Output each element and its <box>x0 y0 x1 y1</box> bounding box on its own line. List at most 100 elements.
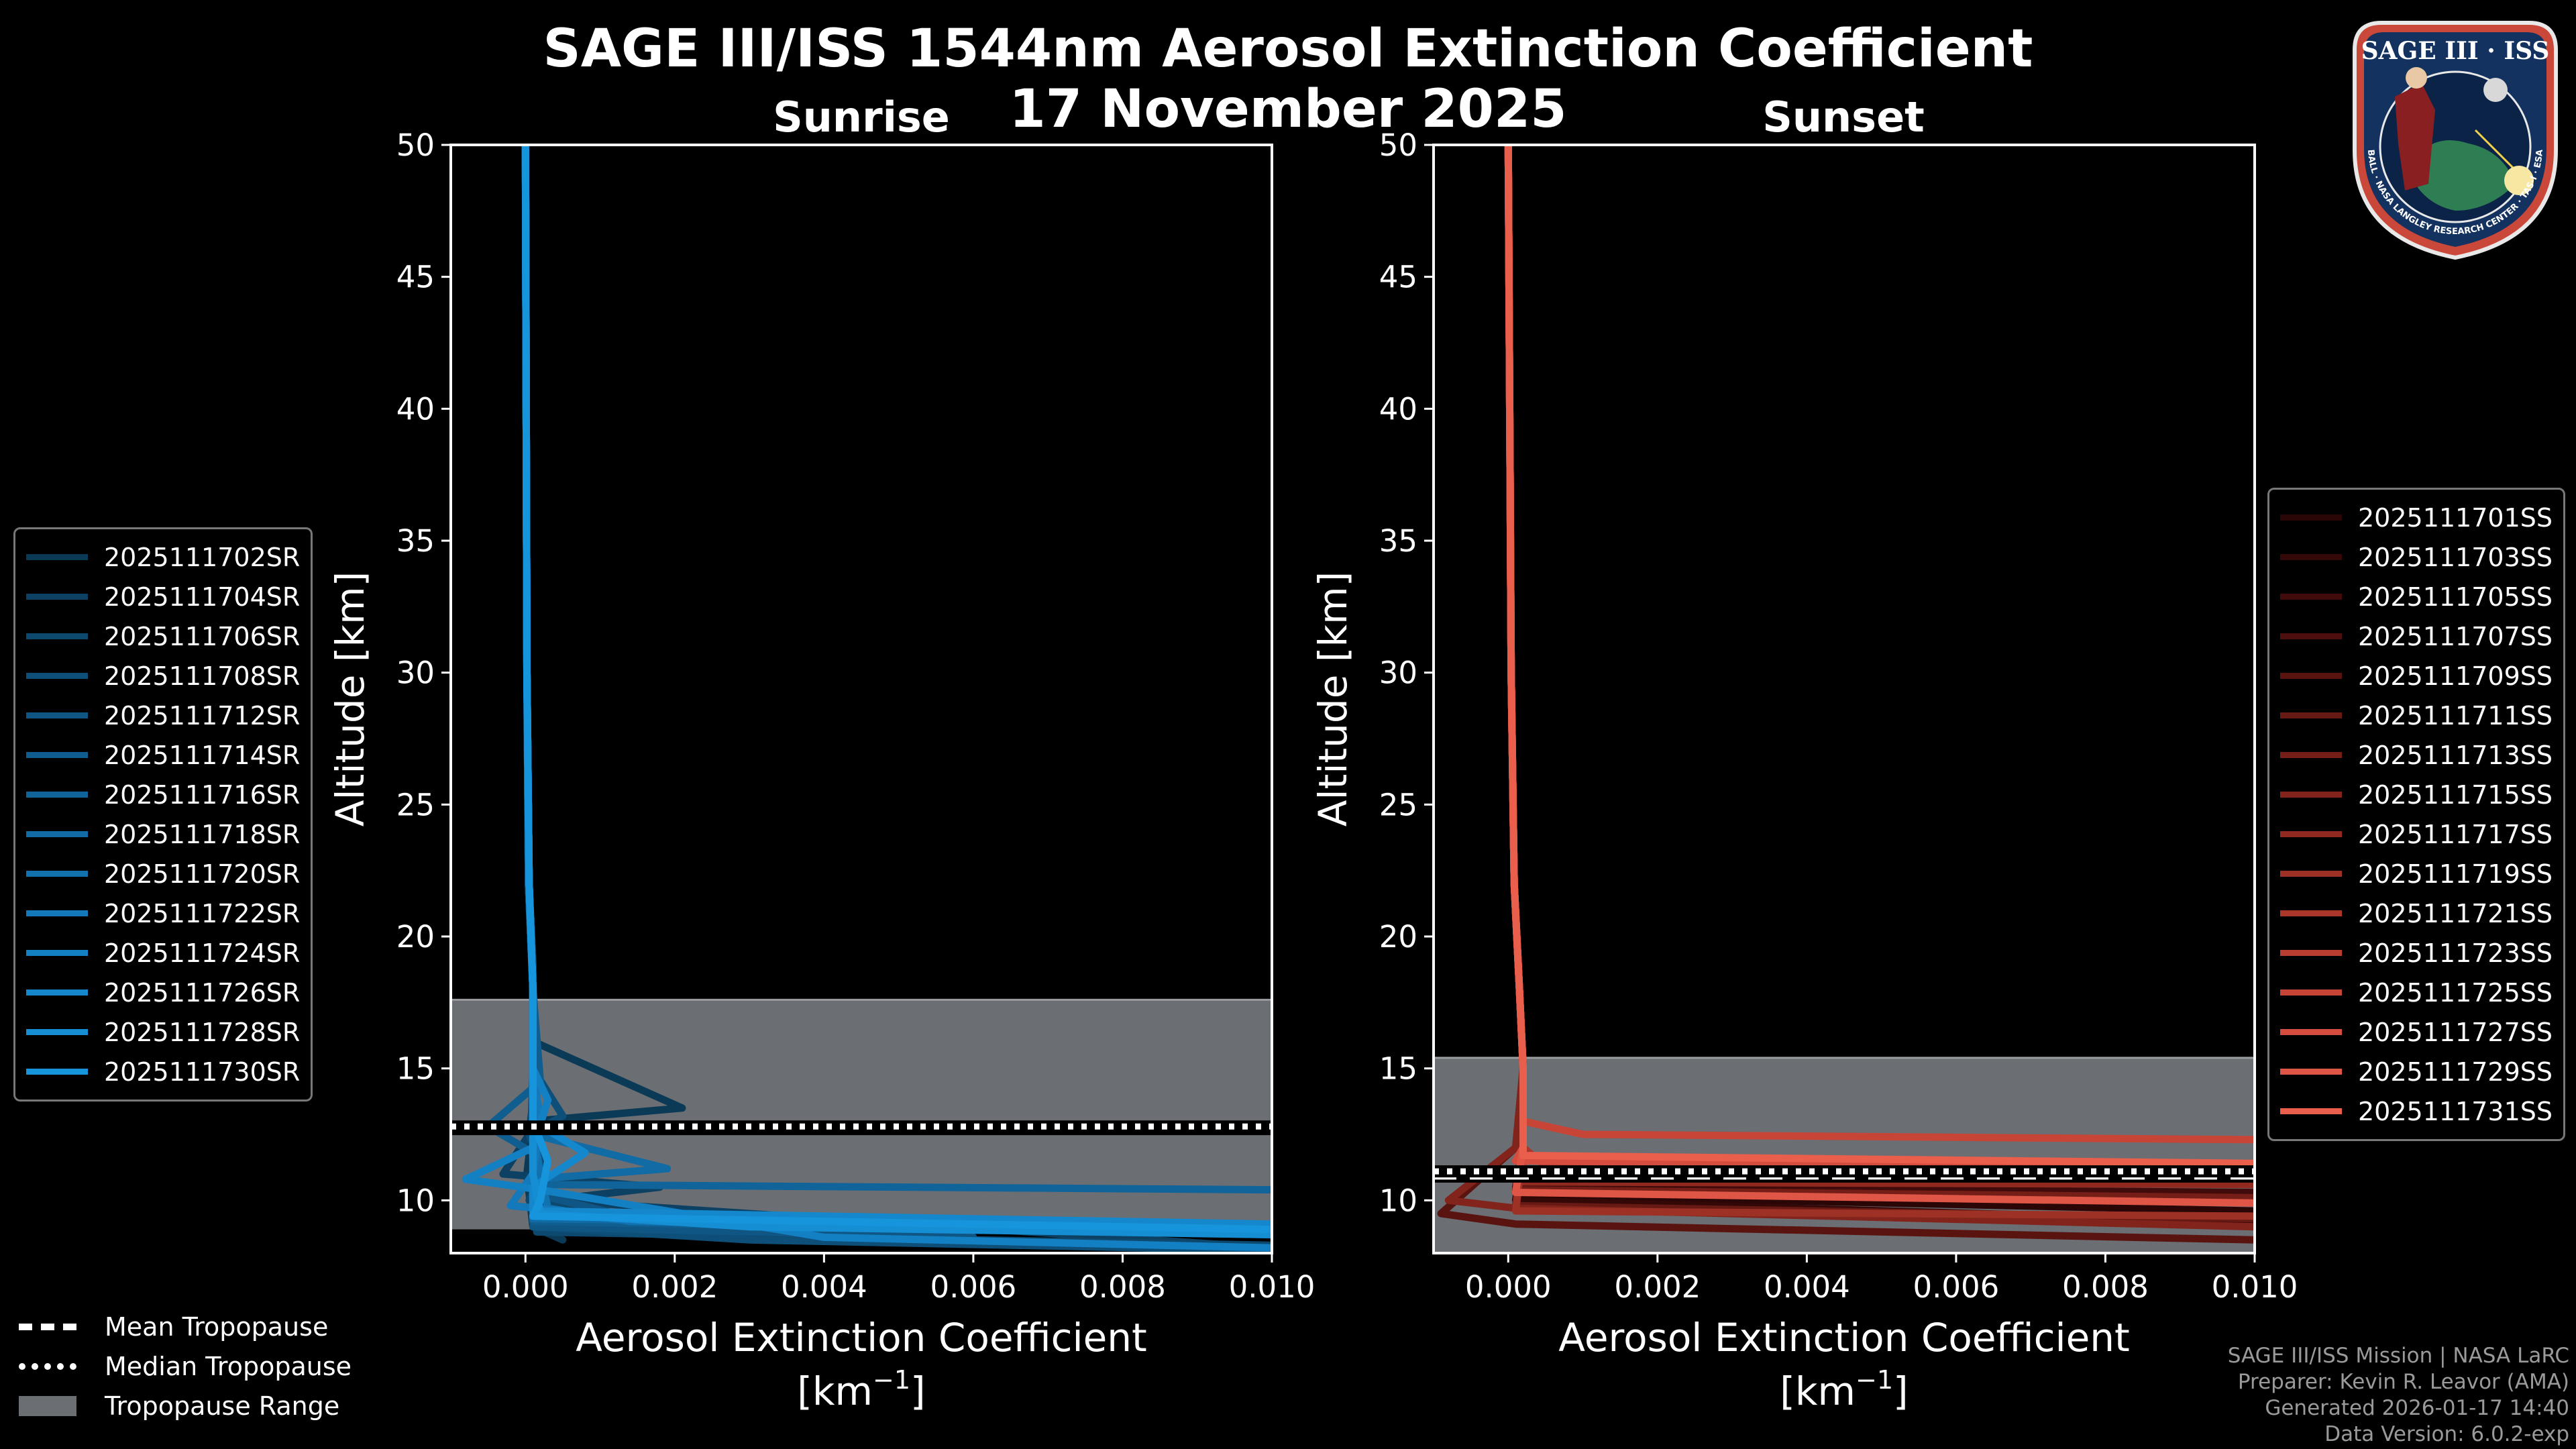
y-tick-label: 30 <box>396 655 435 691</box>
x-tick-label: 0.000 <box>1465 1269 1552 1305</box>
legend-label: 2025111725SS <box>2358 977 2553 1008</box>
legend-label: Mean Tropopause <box>105 1311 329 1342</box>
legend-item-2025111717SS: 2025111717SS <box>2280 814 2553 854</box>
legend-label: 2025111722SR <box>104 898 301 928</box>
legend-item-2025111706SR: 2025111706SR <box>26 616 300 656</box>
legend-swatch <box>26 554 88 560</box>
legend-swatch <box>2280 752 2342 758</box>
dotted-line-swatch <box>19 1362 76 1370</box>
legend-label: 2025111716SR <box>104 780 301 810</box>
series-line-2025111731SS <box>1504 145 2255 1167</box>
legend-swatch <box>2280 1069 2342 1075</box>
sunrise-subtitle: Sunrise <box>773 93 950 142</box>
y-tick-label: 10 <box>1379 1183 1417 1218</box>
series-group <box>462 145 1272 1253</box>
legend-swatch <box>26 1069 88 1075</box>
legend-label: 2025111728SR <box>104 1017 301 1047</box>
legend-item-2025111711SS: 2025111711SS <box>2280 696 2553 735</box>
y-tick-label: 25 <box>396 787 435 822</box>
y-tick-label: 15 <box>396 1051 435 1087</box>
sunset-subtitle: Sunset <box>1762 93 1925 142</box>
sage-mission-logo: SAGE III · ISS BALL · NASA LANGLEY RESEA… <box>2353 21 2558 260</box>
legend-item-2025111707SS: 2025111707SS <box>2280 616 2553 656</box>
legend-swatch <box>2280 515 2342 521</box>
y-tick-label: 10 <box>396 1183 435 1218</box>
legend-item-2025111721SS: 2025111721SS <box>2280 894 2553 933</box>
legend-label: Tropopause Range <box>105 1391 340 1421</box>
legend-swatch <box>2280 831 2342 837</box>
legend-label: 2025111713SS <box>2358 740 2553 770</box>
x-tick-label: 0.002 <box>1614 1269 1701 1305</box>
legend-label: 2025111729SS <box>2358 1057 2553 1087</box>
legend-swatch <box>2280 792 2342 798</box>
legend-item-2025111709SS: 2025111709SS <box>2280 656 2553 696</box>
legend-item-2025111730SR: 2025111730SR <box>26 1052 300 1091</box>
legend-label: 2025111719SS <box>2358 859 2553 889</box>
x-tick-label: 0.008 <box>1079 1269 1166 1305</box>
legend-label: 2025111723SS <box>2358 938 2553 968</box>
y-tick-label: 20 <box>1379 919 1417 955</box>
legend-label: 2025111703SS <box>2358 542 2553 572</box>
sunset-legend: 2025111701SS 2025111703SS 2025111705SS 2025… <box>2267 488 2566 1141</box>
legend-item-2025111718SR: 2025111718SR <box>26 814 300 854</box>
legend-item-2025111704SR: 2025111704SR <box>26 577 300 616</box>
legend-label: 2025111701SS <box>2358 502 2553 533</box>
y-tick-label: 15 <box>1379 1051 1417 1087</box>
x-axis-units: [km−1] <box>1780 1365 1908 1414</box>
legend-swatch <box>2280 1108 2342 1114</box>
legend-item-2025111702SR: 2025111702SR <box>26 537 300 577</box>
y-tick-label: 50 <box>1379 127 1417 163</box>
credit-line: Preparer: Kevin R. Leavor (AMA) <box>2237 1370 2569 1394</box>
legend-label: 2025111726SR <box>104 977 301 1008</box>
legend-label: 2025111721SS <box>2358 898 2553 928</box>
credits: SAGE III/ISS Mission | NASA LaRC Prepare… <box>2228 1343 2569 1448</box>
legend-item-2025111713SS: 2025111713SS <box>2280 735 2553 775</box>
legend-label: 2025111717SS <box>2358 819 2553 849</box>
tropopause-legend: Mean Tropopause Median Tropopause Tropop… <box>19 1307 352 1426</box>
legend-swatch <box>2280 950 2342 956</box>
legend-label: 2025111706SR <box>104 621 301 651</box>
legend-label: 2025111707SS <box>2358 621 2553 651</box>
plot-frame <box>1432 144 2256 1254</box>
x-tick-label: 0.010 <box>1229 1269 1316 1305</box>
x-tick-label: 0.006 <box>930 1269 1016 1305</box>
legend-mean-tropopause: Mean Tropopause <box>19 1307 352 1346</box>
legend-swatch <box>26 633 88 639</box>
y-tick-label: 35 <box>396 523 435 559</box>
x-axis-units: [km−1] <box>797 1365 925 1414</box>
legend-swatch <box>26 792 88 798</box>
sunset-panel: 0.000 0.002 0.004 0.006 0.008 0.010 10 15 20 25 30… <box>1310 127 2298 1414</box>
legend-item-2025111715SS: 2025111715SS <box>2280 775 2553 814</box>
legend-item-2025111703SS: 2025111703SS <box>2280 537 2553 577</box>
legend-tropopause-range: Tropopause Range <box>19 1386 352 1426</box>
legend-label: 2025111702SR <box>104 542 301 572</box>
legend-item-2025111712SR: 2025111712SR <box>26 696 300 735</box>
legend-swatch <box>2280 633 2342 639</box>
x-axis-label: Aerosol Extinction Coefficient <box>1558 1315 2130 1360</box>
legend-swatch <box>26 871 88 877</box>
credit-line: SAGE III/ISS Mission | NASA LaRC <box>2227 1344 2569 1368</box>
y-tick-label: 40 <box>1379 391 1417 427</box>
legend-item-2025111728SR: 2025111728SR <box>26 1012 300 1052</box>
series-line-2025111730SR <box>521 145 1272 1234</box>
legend-label: 2025111704SR <box>104 582 301 612</box>
legend-swatch <box>2280 594 2342 600</box>
y-tick-label: 35 <box>1379 523 1417 559</box>
legend-swatch <box>2280 989 2342 996</box>
legend-label: 2025111730SR <box>104 1057 301 1087</box>
legend-item-2025111720SR: 2025111720SR <box>26 854 300 894</box>
legend-item-2025111725SS: 2025111725SS <box>2280 973 2553 1012</box>
legend-item-2025111714SR: 2025111714SR <box>26 735 300 775</box>
legend-label: 2025111731SS <box>2358 1096 2553 1126</box>
legend-swatch <box>26 594 88 600</box>
legend-item-2025111724SR: 2025111724SR <box>26 933 300 973</box>
legend-label: 2025111724SR <box>104 938 301 968</box>
legend-swatch <box>2280 554 2342 560</box>
y-tick-label: 30 <box>1379 655 1417 691</box>
y-axis-label: Altitude [km] <box>327 572 373 826</box>
legend-item-2025111731SS: 2025111731SS <box>2280 1091 2553 1131</box>
legend-swatch <box>26 752 88 758</box>
legend-swatch <box>26 673 88 679</box>
legend-item-2025111723SS: 2025111723SS <box>2280 933 2553 973</box>
